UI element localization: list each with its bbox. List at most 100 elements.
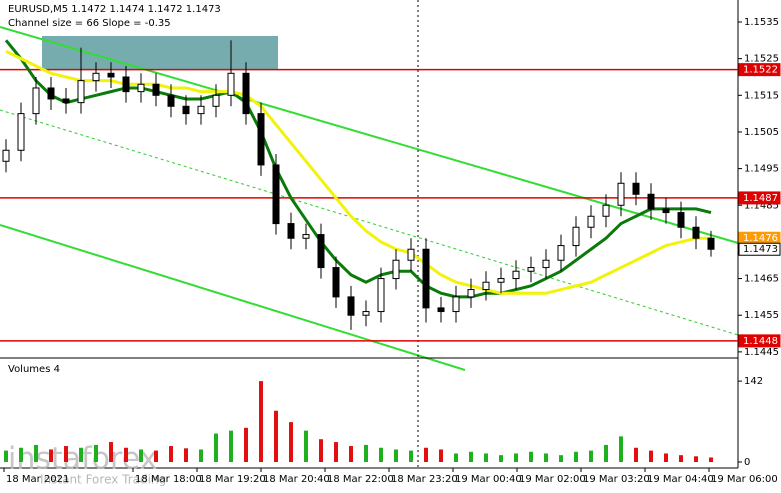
candle-body xyxy=(362,311,370,316)
candle-body xyxy=(647,193,655,210)
volume-bar xyxy=(274,410,278,462)
highlight-zone xyxy=(42,36,278,69)
volume-bar xyxy=(694,456,698,462)
volume-bar xyxy=(559,455,563,462)
candle-body xyxy=(497,278,505,283)
price-label: 1.1487 xyxy=(743,193,778,204)
candle-body xyxy=(602,204,610,217)
x-tick-label: 19 Mar 04:40 xyxy=(647,474,714,485)
volume-title: Volumes 4 xyxy=(8,364,60,375)
y-tick-label: 142 xyxy=(744,376,763,387)
volume-bar xyxy=(154,450,158,462)
candle-body xyxy=(377,278,385,313)
price-label-bg xyxy=(738,242,781,256)
x-tick-label: 18 Mar 2021 xyxy=(6,474,69,485)
candle-body xyxy=(587,215,595,228)
candle-body xyxy=(437,307,445,313)
volume-bar xyxy=(304,430,308,462)
candle-body xyxy=(707,237,715,250)
volume-bar xyxy=(394,449,398,462)
volume-bar xyxy=(514,453,518,462)
candle-body xyxy=(62,98,70,104)
price-label: 1.1522 xyxy=(743,65,778,76)
x-tick-label: 18 Mar 22:00 xyxy=(327,474,394,485)
candle-body xyxy=(527,267,535,272)
candle-body xyxy=(557,245,565,261)
price-label: 1.1448 xyxy=(743,336,778,347)
volume-bar xyxy=(229,430,233,462)
volume-bar xyxy=(454,453,458,462)
volume-bar xyxy=(319,439,323,462)
x-tick-label: 19 Mar 00:40 xyxy=(455,474,522,485)
candle-body xyxy=(677,212,685,228)
price-label-bg xyxy=(738,63,781,77)
volume-bar xyxy=(49,449,53,462)
x-tick-label: 18 Mar 23:20 xyxy=(391,474,458,485)
candle-body xyxy=(287,223,295,239)
volume-bar xyxy=(184,448,188,462)
candle-body xyxy=(197,105,205,115)
volume-bar xyxy=(484,453,488,462)
candle-body xyxy=(512,270,520,280)
candle-body xyxy=(422,248,430,309)
candle-body xyxy=(662,208,670,214)
candle-body xyxy=(467,289,475,298)
price-label-bg xyxy=(738,191,781,205)
candle-body xyxy=(392,259,400,280)
candle-body xyxy=(407,248,415,261)
volume-bar xyxy=(469,451,473,462)
price-label: 1.1473 xyxy=(743,244,778,255)
channel-lower xyxy=(0,224,466,371)
candle-body xyxy=(332,267,340,298)
volume-bar xyxy=(709,457,713,462)
candle-body xyxy=(617,182,625,206)
volume-bar xyxy=(409,450,413,462)
candle-body xyxy=(632,182,640,195)
volume-bar xyxy=(649,450,653,462)
volume-bar xyxy=(364,444,368,462)
volume-bar xyxy=(199,449,203,462)
volume-bar xyxy=(79,447,83,462)
volume-bar xyxy=(379,447,383,462)
candle-body xyxy=(17,113,25,151)
volume-bar xyxy=(604,444,608,462)
volume-bar xyxy=(619,436,623,462)
candle-body xyxy=(317,234,325,269)
volume-bar xyxy=(34,444,38,462)
volume-bar xyxy=(259,381,263,462)
volume-bar xyxy=(94,444,98,462)
volume-bar xyxy=(4,450,8,462)
volume-bar xyxy=(214,433,218,462)
candle-body xyxy=(227,72,235,96)
x-tick-label: 19 Mar 06:00 xyxy=(711,474,778,485)
volume-bar xyxy=(349,446,353,462)
candle-body xyxy=(542,259,550,269)
volume-bar xyxy=(589,450,593,462)
x-tick-label: 19 Mar 03:20 xyxy=(583,474,650,485)
volume-bar xyxy=(544,453,548,462)
candle-body xyxy=(77,80,85,104)
volume-bar xyxy=(289,422,293,462)
x-tick-label: 18 Mar 20:40 xyxy=(263,474,330,485)
y-tick-label: 1.1515 xyxy=(744,90,779,101)
candle-body xyxy=(452,296,460,313)
x-tick-label: 18 Mar 19:20 xyxy=(199,474,266,485)
volume-bar xyxy=(124,447,128,462)
candle-body xyxy=(302,234,310,239)
volume-bar xyxy=(109,442,113,462)
y-tick-label: 1.1455 xyxy=(744,310,779,321)
volume-bar xyxy=(664,453,668,462)
candle-body xyxy=(2,149,10,162)
candle-body xyxy=(167,94,175,107)
channel-middle xyxy=(0,109,739,336)
volume-bar xyxy=(139,449,143,462)
volume-bar xyxy=(574,451,578,462)
volume-bar xyxy=(64,446,68,462)
y-tick-label: 1.1505 xyxy=(744,127,779,138)
chart-title: EURUSD,M5 1.1472 1.1474 1.1472 1.1473 xyxy=(8,4,221,15)
watermark-tagline: Instant Forex Trading xyxy=(40,473,166,487)
channel-upper xyxy=(0,26,739,244)
